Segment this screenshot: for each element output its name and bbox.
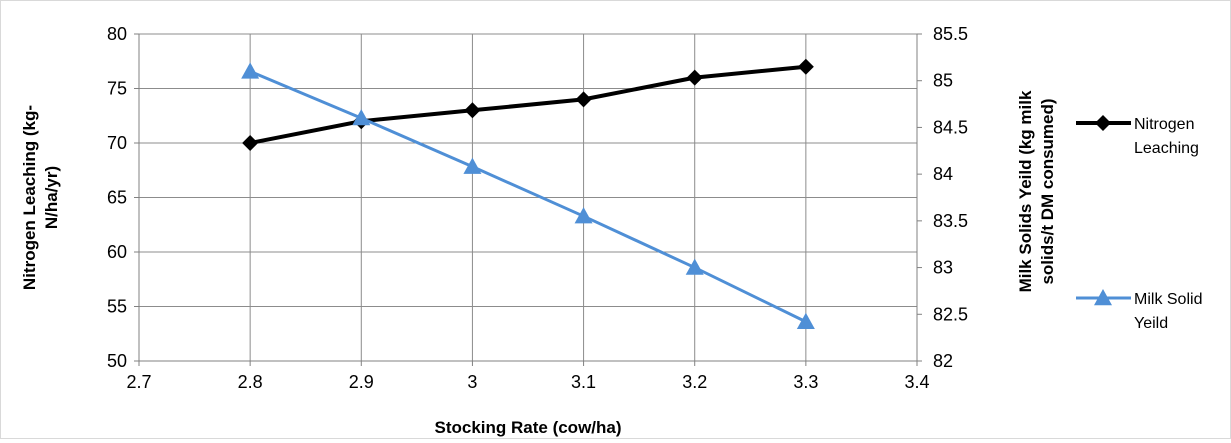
y-right-tick-label: 82.5	[933, 304, 968, 324]
data-point	[685, 258, 704, 275]
data-point	[463, 157, 482, 174]
series-milk-solid-yeild	[241, 62, 815, 329]
y-right-tick-label: 84	[933, 164, 953, 184]
y-axis-left-title: Nitrogen Leaching (kg- N/ha/yr)	[20, 105, 61, 290]
tick-labels: 2.7 2.8 2.9 3 3.1 3.2 3.3 3.4 50 55 60 65 70 75 80 82 82…	[107, 24, 968, 392]
series-line	[249, 64, 807, 145]
y-axis-right-title: Milk Solids Yeild (kg milk solids/t DM co…	[1016, 90, 1057, 292]
x-tick-label: 3.1	[571, 372, 596, 392]
y-left-tick-label: 70	[107, 133, 127, 153]
y-left-tick-label: 80	[107, 24, 127, 44]
y-left-tick-label: 65	[107, 188, 127, 208]
axes	[134, 33, 922, 366]
legend-label: Nitrogen Leaching	[1134, 116, 1199, 157]
y-right-tick-label: 85	[933, 71, 953, 91]
x-tick-label: 2.7	[126, 372, 151, 392]
data-point	[574, 207, 593, 224]
y-axis-left-title-line: N/ha/yr)	[42, 166, 61, 229]
legend-label-line: Leaching	[1134, 140, 1199, 157]
x-tick-label: 3.4	[904, 372, 929, 392]
y-left-tick-label: 75	[107, 79, 127, 99]
y-axis-right-title-line: solids/t DM consumed)	[1038, 98, 1057, 284]
y-left-tick-label: 60	[107, 242, 127, 262]
x-tick-label: 3.2	[682, 372, 707, 392]
data-point	[352, 109, 371, 126]
legend-label-line: Nitrogen	[1134, 116, 1194, 133]
y-right-tick-label: 82	[933, 351, 953, 371]
y-right-tick-label: 83.5	[933, 211, 968, 231]
data-point	[686, 69, 703, 86]
data-point	[575, 91, 592, 108]
legend-entry: Nitrogen Leaching	[1076, 115, 1199, 157]
legend-label-line: Milk Solid	[1134, 291, 1202, 308]
data-point	[242, 135, 259, 151]
series-line	[249, 69, 807, 324]
legend-label-line: Yeild	[1134, 315, 1168, 332]
y-right-tick-label: 83	[933, 258, 953, 278]
x-axis-title: Stocking Rate (cow/ha)	[434, 418, 621, 437]
legend-entry: Milk Solid Yeild	[1076, 289, 1202, 332]
legend-marker	[1095, 115, 1111, 131]
x-tick-label: 3	[467, 372, 477, 392]
legend: Nitrogen Leaching Milk Solid Yeild	[1076, 115, 1202, 332]
legend-label: Milk Solid Yeild	[1134, 291, 1202, 332]
data-point	[796, 312, 815, 329]
x-tick-label: 3.3	[793, 372, 818, 392]
y-axis-right-title-line: Milk Solids Yeild (kg milk	[1016, 90, 1035, 292]
data-point	[464, 102, 481, 119]
gridlines	[138, 33, 918, 362]
y-left-tick-label: 50	[107, 351, 127, 371]
x-tick-label: 2.8	[238, 372, 263, 392]
y-right-tick-label: 85.5	[933, 24, 968, 44]
axis-titles: Stocking Rate (cow/ha) Nitrogen Leaching …	[20, 90, 1057, 437]
y-right-tick-label: 84.5	[933, 117, 968, 137]
y-axis-left-title-line: Nitrogen Leaching (kg-	[20, 105, 39, 290]
series-layer	[241, 58, 815, 329]
x-tick-label: 2.9	[349, 372, 374, 392]
legend-marker	[1094, 289, 1112, 306]
data-point	[241, 62, 260, 79]
y-left-tick-label: 55	[107, 297, 127, 317]
data-point	[797, 58, 814, 75]
